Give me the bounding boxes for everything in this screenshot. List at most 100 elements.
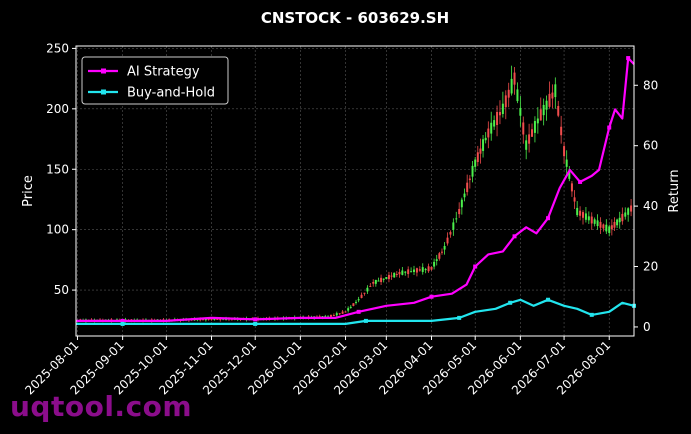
candle-body — [630, 205, 633, 212]
candle-body — [415, 268, 418, 273]
candle-body — [377, 280, 380, 282]
candle-body — [466, 182, 469, 193]
candle-body — [335, 313, 338, 316]
series-marker — [512, 234, 517, 239]
candle-body — [513, 72, 516, 85]
candle-body — [355, 301, 358, 303]
candle-body — [525, 140, 528, 150]
candle-body — [401, 270, 404, 275]
candle-body — [421, 267, 424, 272]
candle-body — [410, 271, 413, 273]
series-marker — [546, 297, 551, 302]
candle-body — [435, 259, 438, 261]
y-right-tick-label: 0 — [643, 320, 651, 334]
legend-marker — [101, 89, 106, 95]
candle-body — [496, 111, 499, 126]
candle-body — [507, 89, 510, 98]
candle-body — [587, 216, 590, 221]
candle-body — [455, 218, 458, 220]
candle-body — [610, 225, 613, 230]
series-marker — [120, 318, 125, 323]
candle-body — [357, 299, 360, 301]
candle-body — [542, 104, 545, 116]
candle-body — [413, 269, 416, 272]
candle-body — [608, 226, 611, 233]
candle-body — [599, 221, 602, 228]
candle-body — [398, 272, 401, 275]
candle-body — [510, 78, 513, 94]
candle-body — [593, 219, 596, 224]
candle-body — [395, 273, 398, 275]
series-marker — [356, 309, 361, 314]
candle-body — [482, 139, 485, 151]
candle-body — [476, 152, 479, 163]
candle-body — [427, 266, 430, 272]
candle-body — [551, 92, 554, 99]
candle-body — [372, 282, 375, 284]
candle-body — [393, 272, 396, 278]
candle-body — [504, 95, 507, 108]
candle-body — [338, 313, 341, 315]
candle-body — [565, 159, 568, 167]
series-marker — [253, 321, 258, 326]
candle-body — [590, 216, 593, 224]
candle-body — [624, 212, 627, 217]
y-axis-label-left: Price — [21, 175, 36, 207]
candle-body — [390, 275, 393, 277]
y-right-tick-label: 40 — [643, 199, 658, 213]
candle-body — [404, 271, 407, 273]
candle-body — [366, 287, 369, 292]
candle-body — [474, 159, 477, 167]
y-right-tick-label: 20 — [643, 260, 658, 274]
candle-body — [463, 193, 466, 198]
y-axis-label-right: Return — [667, 169, 682, 212]
candle-body — [570, 183, 573, 192]
series-marker — [363, 318, 368, 323]
candle-body — [387, 274, 390, 280]
candle-body — [596, 220, 599, 227]
candle-body — [216, 318, 219, 320]
candle-body — [545, 100, 548, 110]
candle-body — [207, 318, 210, 320]
candle-body — [616, 219, 619, 226]
candle-body — [560, 126, 563, 136]
candle-body — [369, 285, 372, 287]
candle-body — [498, 112, 501, 116]
candle-body — [452, 222, 455, 230]
candle-body — [329, 314, 332, 317]
candle-body — [385, 277, 388, 279]
y-left-tick-label: 50 — [54, 283, 69, 297]
candle-body — [627, 208, 630, 215]
plot-frame — [75, 45, 635, 337]
candle-body — [501, 103, 504, 114]
candle-body — [539, 109, 542, 121]
candle-body — [484, 137, 487, 141]
candle-body — [460, 199, 463, 208]
candle-body — [424, 269, 427, 271]
candle-body — [533, 121, 536, 133]
candle-body — [554, 84, 557, 98]
candle-body — [438, 253, 441, 259]
candle-body — [613, 221, 616, 228]
chart-title: CNSTOCK - 603629.SH — [261, 9, 449, 27]
legend-marker — [101, 68, 106, 74]
candle-body — [433, 261, 436, 267]
candle-body — [531, 129, 534, 137]
candle-body — [479, 148, 482, 154]
candle-body — [576, 207, 579, 216]
candle-body — [522, 122, 525, 135]
y-left-tick-label: 200 — [46, 102, 69, 116]
candle-body — [202, 319, 205, 321]
candle-body — [516, 89, 519, 102]
candle-body — [602, 224, 605, 229]
candle-body — [430, 266, 433, 270]
candle-body — [487, 128, 490, 138]
candle-body — [446, 237, 449, 244]
series-marker — [607, 125, 612, 130]
buy-hold-line — [76, 298, 635, 325]
candle-body — [490, 122, 493, 134]
candle-body — [449, 232, 452, 235]
series-marker — [429, 294, 434, 299]
y-left-tick-label: 100 — [46, 223, 69, 237]
candle-body — [443, 245, 446, 250]
